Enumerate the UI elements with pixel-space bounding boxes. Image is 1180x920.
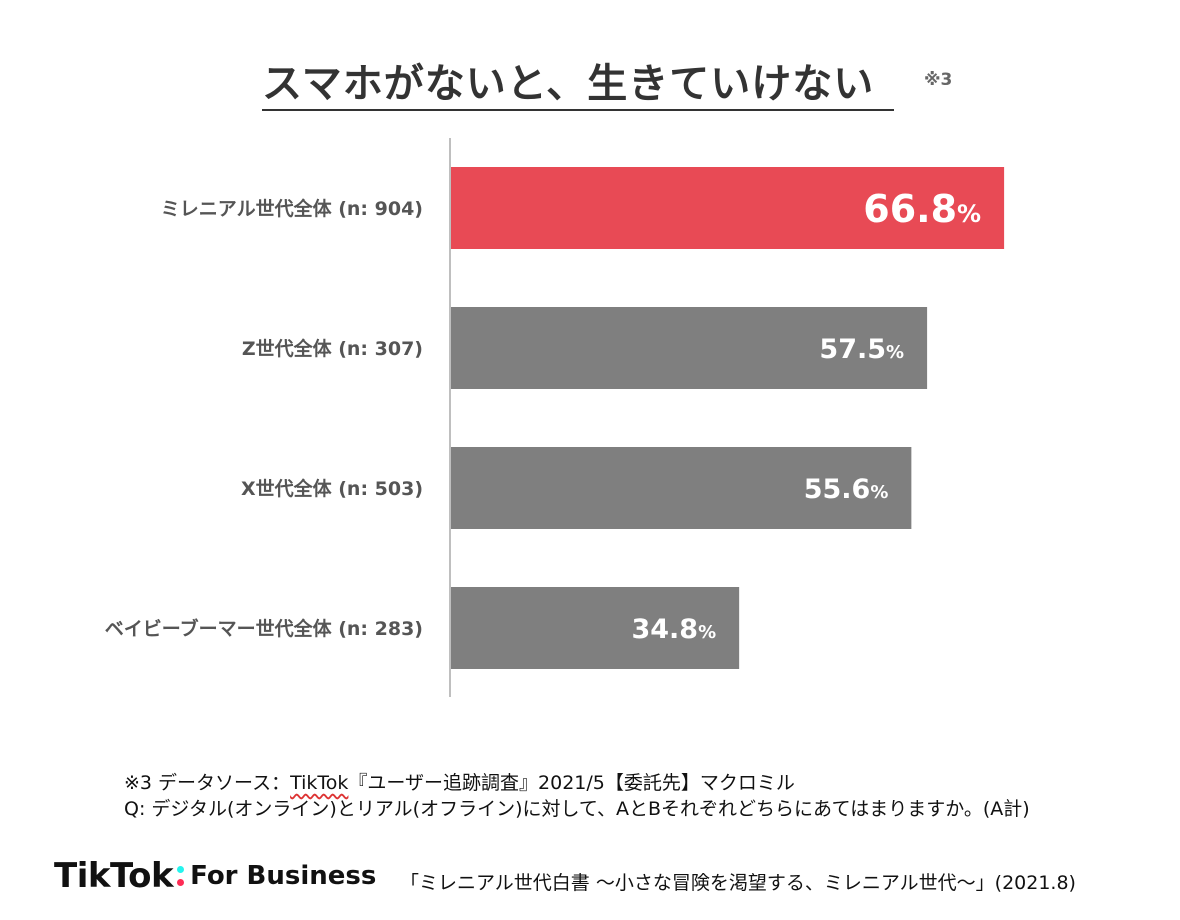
value-label-3: 34.8% bbox=[631, 614, 716, 645]
data-source-note: ※3 データソース：TikTok『ユーザー追跡調査』2021/5【委託先】マクロ… bbox=[124, 770, 795, 796]
chart-title: スマホがないと、生きていけない bbox=[262, 61, 875, 107]
logo-wordmark: TikTok bbox=[54, 856, 174, 896]
report-source: 「ミレニアル世代白書 〜小さな冒険を渇望する、ミレニアル世代〜」(2021.8) bbox=[400, 872, 1076, 894]
value-label-2: 55.6% bbox=[804, 474, 889, 505]
bar-chart: ミレニアル世代全体 (n: 904) 66.8% Z世代全体 (n: 307) 57.… bbox=[105, 138, 1005, 697]
bar-0 bbox=[451, 167, 1005, 249]
bar-3 bbox=[451, 587, 740, 669]
title-underline bbox=[262, 109, 894, 111]
category-label-0: ミレニアル世代全体 (n: 904) bbox=[161, 197, 423, 220]
bar-2 bbox=[451, 447, 912, 529]
title-footnote-marker: ※3 bbox=[924, 70, 953, 90]
category-label-2: X世代全体 (n: 503) bbox=[241, 477, 423, 500]
tiktok-for-business-logo: TikTok For Business bbox=[54, 856, 376, 896]
survey-question: Q: デジタル(オンライン)とリアル(オフライン)に対して、AとBそれぞれどちら… bbox=[124, 798, 1030, 820]
category-label-3: ベイビーブーマー世代全体 (n: 283) bbox=[105, 617, 423, 640]
value-label-0: 66.8% bbox=[863, 187, 981, 231]
category-label-1: Z世代全体 (n: 307) bbox=[242, 337, 423, 360]
footnote-rest: 『ユーザー追跡調査』2021/5【委託先】マクロミル bbox=[348, 772, 795, 794]
tiktok-logo-colon-icon bbox=[177, 866, 185, 886]
value-label-1: 57.5% bbox=[819, 334, 904, 365]
bar-1 bbox=[451, 307, 928, 389]
logo-subtitle: For Business bbox=[190, 861, 377, 891]
footnote-prefix: ※3 データソース： bbox=[124, 772, 291, 794]
footnote-brand: TikTok bbox=[290, 772, 349, 794]
